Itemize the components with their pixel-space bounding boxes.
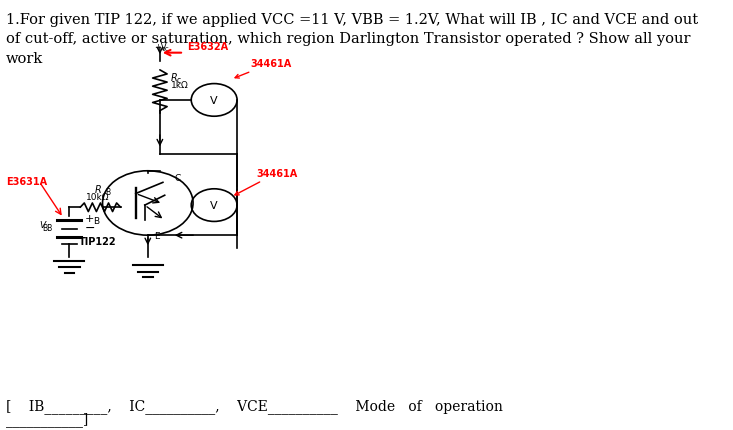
- Text: 34461A: 34461A: [235, 59, 292, 79]
- Text: +V: +V: [154, 43, 166, 52]
- Text: E3632A: E3632A: [187, 41, 228, 52]
- Text: ___________]: ___________]: [6, 411, 89, 426]
- Text: −: −: [84, 221, 95, 234]
- Text: C: C: [175, 173, 181, 182]
- Text: V: V: [39, 221, 45, 229]
- Text: E3631A: E3631A: [6, 177, 47, 187]
- Text: 10kΩ: 10kΩ: [86, 192, 110, 201]
- Text: 1.For given TIP 122, if we applied VCC =11 V, VBB = 1.2V, What will IB , IC and : 1.For given TIP 122, if we applied VCC =…: [6, 13, 698, 66]
- Text: BB: BB: [43, 224, 53, 233]
- Text: R: R: [171, 73, 177, 83]
- Text: E: E: [154, 231, 160, 240]
- Text: V: V: [210, 201, 218, 211]
- Text: R: R: [95, 185, 101, 195]
- Text: c: c: [176, 76, 180, 85]
- Text: V: V: [210, 96, 218, 106]
- Text: 1kΩ: 1kΩ: [171, 80, 188, 89]
- Text: +: +: [84, 214, 94, 224]
- Text: B: B: [106, 187, 111, 197]
- Text: [    IB_________,    IC__________,    VCE__________    Mode   of   operation: [ IB_________, IC__________, VCE________…: [6, 399, 503, 413]
- Text: 34461A: 34461A: [235, 169, 298, 196]
- Text: TIP122: TIP122: [78, 236, 116, 246]
- Text: cc: cc: [162, 46, 169, 52]
- Text: B: B: [93, 216, 100, 225]
